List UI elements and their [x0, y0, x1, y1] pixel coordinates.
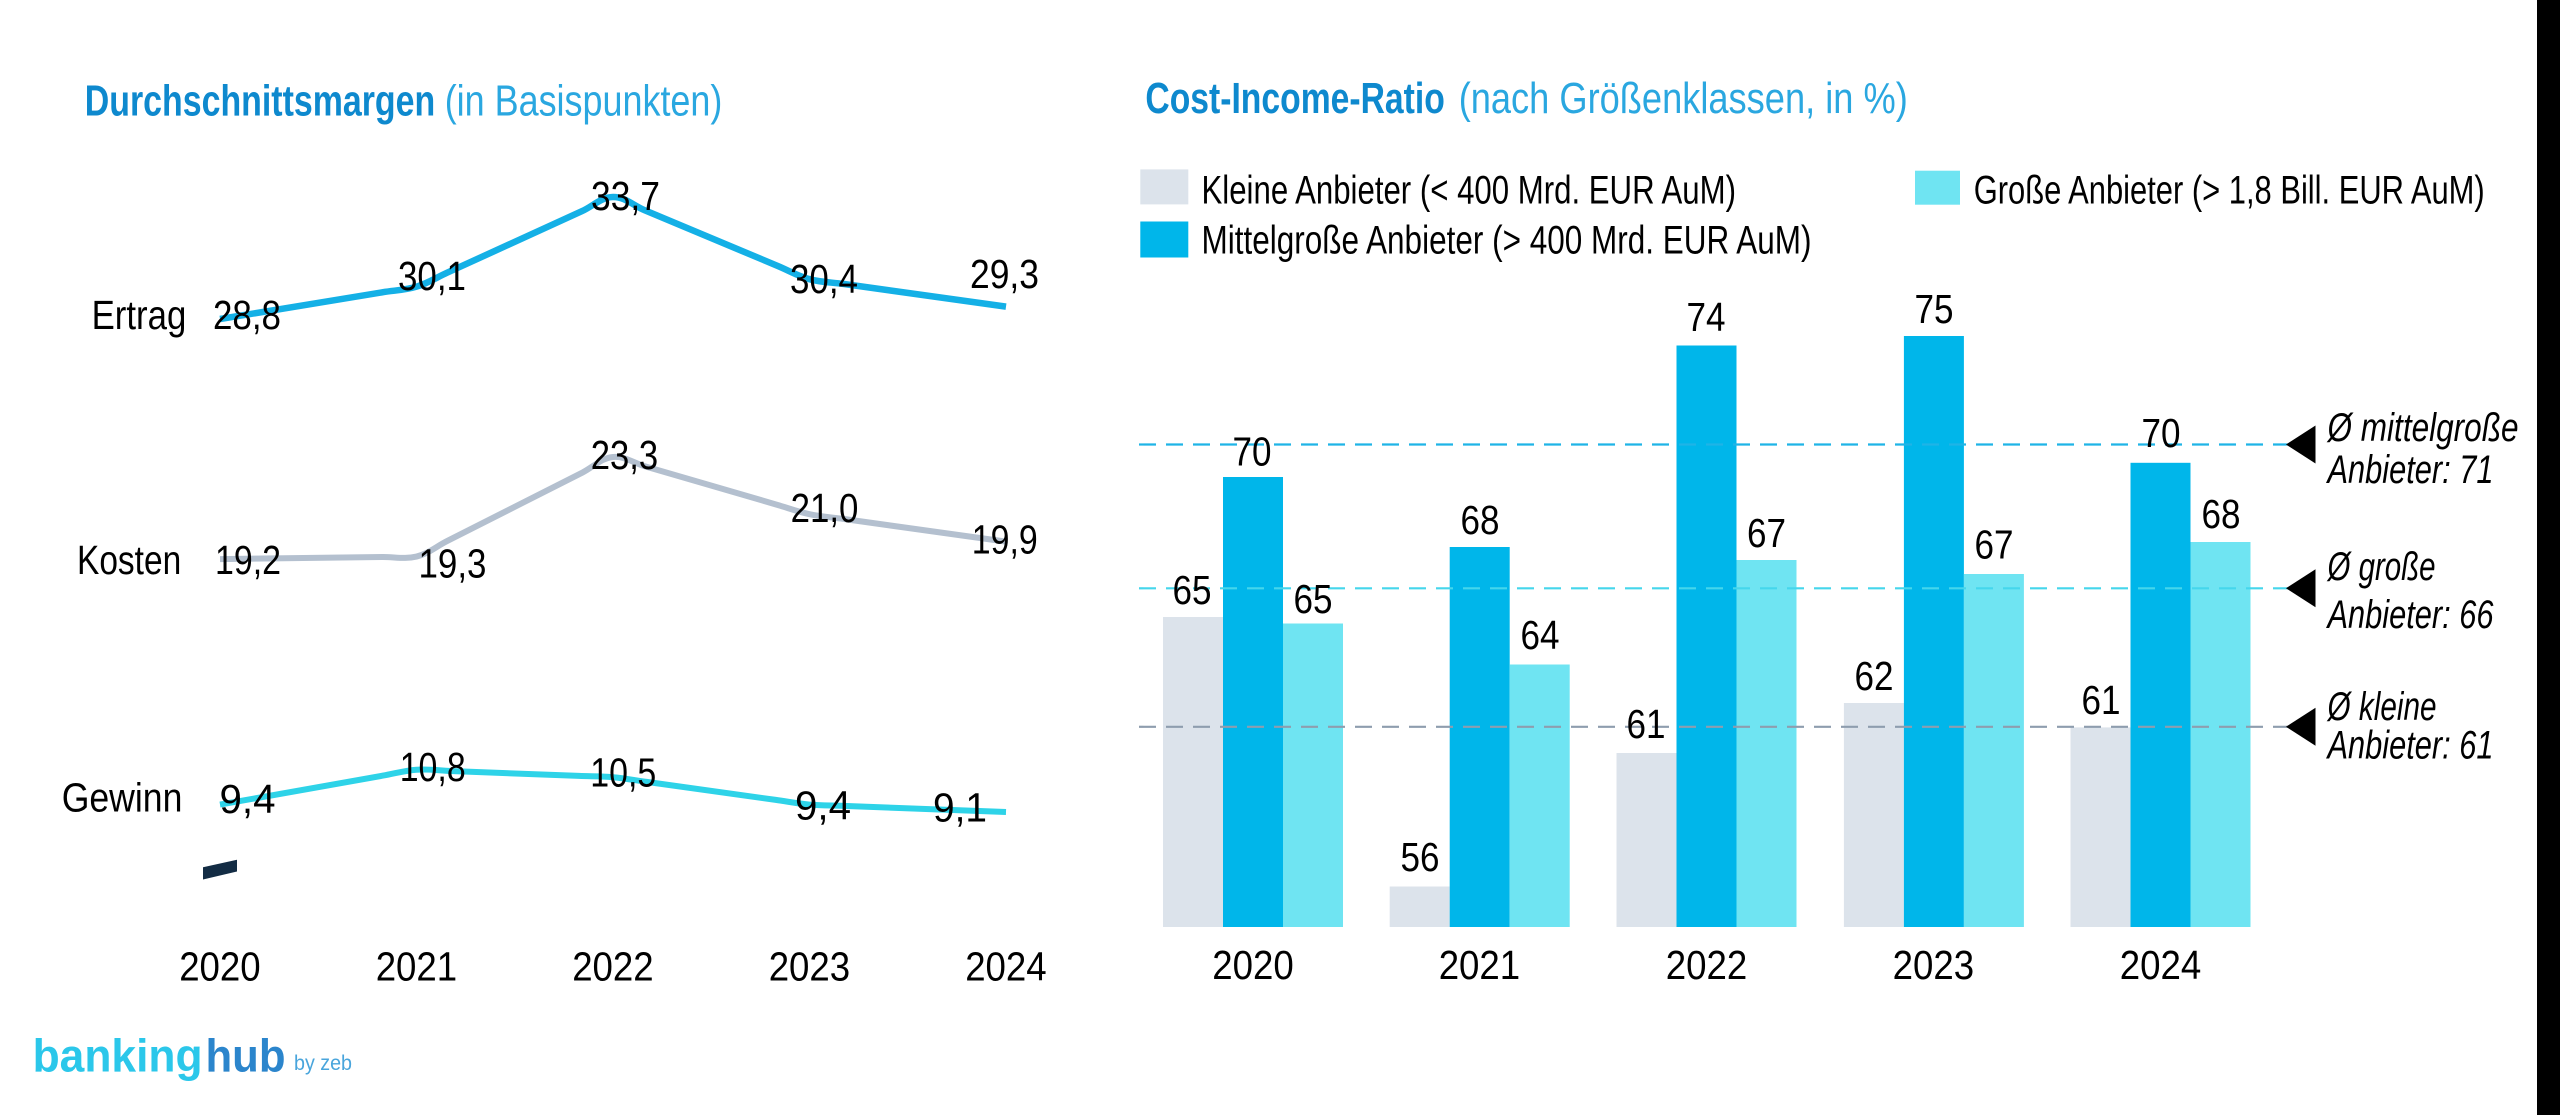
svg-text:56: 56 [1401, 834, 1440, 880]
svg-text:Anbieter: 71: Anbieter: 71 [2326, 448, 2494, 492]
svg-text:68: 68 [1461, 497, 1500, 543]
svg-text:19,2: 19,2 [215, 537, 281, 583]
svg-text:61: 61 [1627, 701, 1666, 747]
svg-text:2023: 2023 [1893, 942, 1975, 988]
svg-text:9,1: 9,1 [933, 785, 987, 831]
svg-text:70: 70 [1233, 429, 1272, 475]
svg-text:29,3: 29,3 [970, 251, 1039, 297]
svg-text:74: 74 [1687, 294, 1726, 340]
svg-text:Gewinn: Gewinn [62, 775, 183, 821]
svg-text:33,7: 33,7 [591, 173, 660, 219]
svg-text:30,4: 30,4 [790, 256, 858, 302]
svg-text:10,5: 10,5 [590, 750, 656, 796]
svg-text:by zeb: by zeb [294, 1052, 352, 1075]
svg-text:30,1: 30,1 [398, 253, 466, 299]
svg-text:2022: 2022 [1666, 942, 1748, 988]
svg-text:2021: 2021 [376, 944, 458, 990]
svg-text:9,4: 9,4 [220, 776, 276, 822]
svg-text:28,8: 28,8 [213, 292, 281, 338]
svg-text:(nach Größenklassen, in %): (nach Größenklassen, in %) [1459, 74, 1908, 123]
svg-text:Große Anbieter (> 1,8 Bill. EU: Große Anbieter (> 1,8 Bill. EUR AuM) [1974, 168, 2485, 212]
svg-text:Mittelgroße Anbieter (> 400 Mr: Mittelgroße Anbieter (> 400 Mrd. EUR AuM… [1202, 218, 1812, 262]
svg-text:Anbieter: 61: Anbieter: 61 [2326, 723, 2494, 767]
svg-text:67: 67 [1747, 510, 1786, 556]
svg-text:2020: 2020 [179, 944, 261, 990]
svg-text:21,0: 21,0 [791, 485, 859, 531]
svg-text:2022: 2022 [572, 944, 654, 990]
svg-text:10,8: 10,8 [400, 744, 466, 790]
svg-text:68: 68 [2202, 491, 2241, 537]
svg-text:Ø kleine: Ø kleine [2326, 685, 2436, 729]
svg-text:hub: hub [206, 1030, 286, 1082]
svg-text:61: 61 [2082, 677, 2121, 723]
svg-text:banking: banking [33, 1030, 203, 1082]
svg-text:2020: 2020 [1212, 942, 1294, 988]
svg-text:Ø große: Ø große [2326, 545, 2435, 589]
svg-text:2021: 2021 [1439, 942, 1521, 988]
svg-text:67: 67 [1975, 522, 2014, 568]
svg-text:Ertrag: Ertrag [92, 292, 187, 338]
svg-text:64: 64 [1521, 612, 1560, 658]
svg-text:19,3: 19,3 [419, 541, 487, 587]
svg-text:(in Basispunkten): (in Basispunkten) [445, 76, 723, 125]
svg-text:65: 65 [1173, 567, 1212, 613]
svg-text:2023: 2023 [769, 944, 851, 990]
svg-text:Cost-Income-Ratio: Cost-Income-Ratio [1145, 74, 1444, 123]
svg-text:65: 65 [1294, 576, 1333, 622]
svg-text:2024: 2024 [965, 944, 1046, 990]
svg-text:Anbieter: 66: Anbieter: 66 [2326, 593, 2494, 637]
svg-text:9,4: 9,4 [795, 783, 851, 829]
svg-text:19,9: 19,9 [972, 517, 1038, 563]
svg-text:75: 75 [1915, 286, 1954, 332]
svg-text:62: 62 [1855, 653, 1894, 699]
svg-text:Durchschnittsmargen: Durchschnittsmargen [85, 76, 435, 125]
svg-text:70: 70 [2142, 410, 2181, 456]
svg-text:Ø mittelgroße: Ø mittelgroße [2326, 406, 2519, 450]
svg-text:23,3: 23,3 [591, 432, 659, 478]
svg-text:Kosten: Kosten [77, 537, 181, 583]
svg-text:2024: 2024 [2120, 942, 2202, 988]
svg-text:Kleine Anbieter (< 400 Mrd. EU: Kleine Anbieter (< 400 Mrd. EUR AuM) [1202, 168, 1737, 212]
